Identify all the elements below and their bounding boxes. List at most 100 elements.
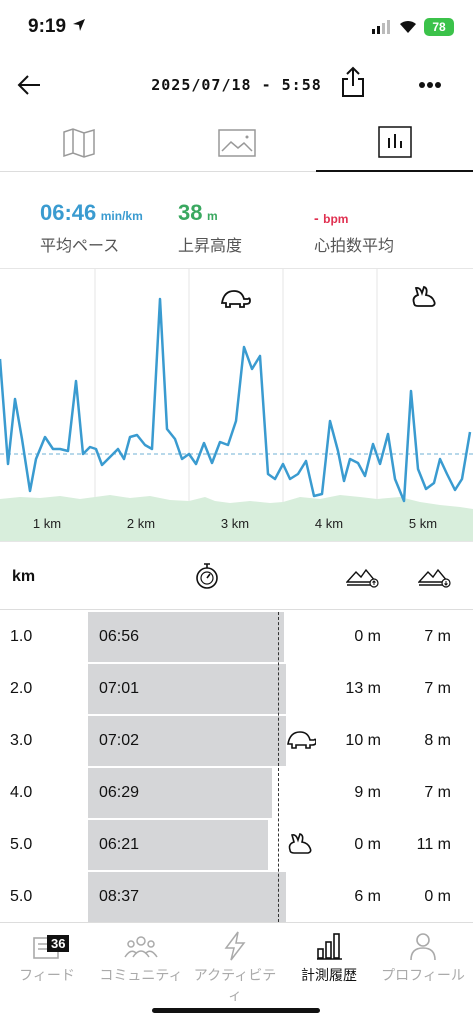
row-pace: 07:02 (99, 732, 140, 749)
pace-bar (88, 612, 284, 662)
nav-feed-label: フィード (19, 967, 75, 983)
location-arrow-icon (72, 18, 86, 37)
row-pace: 06:29 (99, 784, 140, 801)
heart-label: 心拍数平均 (314, 238, 395, 255)
table-row[interactable]: 5.0 08:37 6 m 0 m (0, 872, 473, 922)
row-up: 13 m (345, 680, 381, 697)
share-icon[interactable] (340, 66, 366, 103)
row-up: 6 m (354, 888, 381, 905)
pace-line (0, 297, 472, 503)
bottom-nav: 36 フィード コミュニティ アクティビティ 計測履歴 プロフィール (0, 922, 473, 1024)
pace-bar (88, 664, 286, 714)
status-bar: 9:19 78 (0, 0, 473, 56)
nav-history-label: 計測履歴 (301, 967, 357, 983)
stopwatch-icon (195, 562, 219, 595)
row-km: 1.0 (10, 628, 33, 645)
heart-unit: bpm (323, 212, 349, 226)
feed-badge: 36 (47, 935, 70, 952)
row-down: 7 m (424, 680, 451, 697)
profile-icon (409, 931, 437, 964)
map-icon (62, 127, 96, 164)
row-down: 0 m (424, 888, 451, 905)
splits-header: km (0, 548, 473, 610)
nav-activity-label: アクティビティ (193, 967, 277, 1003)
turtle-icon (220, 290, 251, 308)
view-tabs (0, 118, 473, 172)
battery-level: 78 (424, 18, 454, 36)
stat-elevation: 38 m 上昇高度 (178, 200, 242, 256)
row-km: 3.0 (10, 732, 33, 749)
table-row[interactable]: 5.0 06:21 0 m 11 m (0, 820, 473, 872)
nav-activity[interactable]: アクティビティ (188, 929, 282, 1005)
row-up: 10 m (345, 732, 381, 749)
pace-bar (88, 768, 272, 818)
rabbit-icon (412, 285, 436, 307)
home-indicator (152, 1008, 320, 1013)
row-km: 4.0 (10, 784, 33, 801)
tab-photo[interactable] (158, 118, 315, 172)
row-down: 7 m (424, 628, 451, 645)
km-label: 3 km (221, 516, 249, 531)
summary-stats: 06:46 min/km 平均ペース 38 m 上昇高度 - bpm 心拍数平均 (0, 200, 473, 260)
community-icon (124, 932, 158, 963)
tab-chart[interactable] (316, 118, 473, 172)
km-label: 1 km (33, 516, 61, 531)
pace-bar (88, 716, 286, 766)
header: 2025/07/18 - 5:58 (0, 58, 473, 114)
nav-profile[interactable]: プロフィール (376, 929, 470, 985)
bar-chart-icon (314, 931, 344, 964)
page-title: 2025/07/18 - 5:58 (151, 76, 322, 94)
nav-feed[interactable]: 36 フィード (0, 929, 94, 985)
lightning-icon (223, 931, 247, 964)
tab-map[interactable] (0, 118, 157, 172)
average-pace-marker (278, 612, 279, 922)
km-label: 5 km (409, 516, 437, 531)
table-row[interactable]: 3.0 07:02 10 m 8 m (0, 716, 473, 768)
row-pace: 07:01 (99, 680, 140, 697)
pace-label: 平均ペース (40, 238, 120, 255)
km-label: 2 km (127, 516, 155, 531)
pace-unit: min/km (100, 209, 143, 223)
signal-icon (372, 20, 392, 39)
pace-bar (88, 872, 286, 922)
pace-chart: 1 km 2 km 3 km 4 km 5 km (0, 268, 473, 542)
elevation-label: 上昇高度 (178, 238, 243, 255)
row-pace: 06:56 (99, 628, 140, 645)
row-km: 5.0 (10, 836, 33, 853)
km-label: 4 km (315, 516, 343, 531)
nav-community[interactable]: コミュニティ (94, 929, 188, 985)
nav-history[interactable]: 計測履歴 (282, 929, 376, 985)
row-down: 8 m (424, 732, 451, 749)
image-icon (217, 128, 256, 162)
nav-profile-label: プロフィール (381, 967, 465, 983)
row-up: 0 m (354, 836, 381, 853)
pace-bar (88, 820, 268, 870)
row-up: 0 m (354, 628, 381, 645)
row-up: 9 m (354, 784, 381, 801)
table-row[interactable]: 1.0 06:56 0 m 7 m (0, 612, 473, 664)
elevation-down-icon (417, 566, 452, 593)
row-km: 2.0 (10, 680, 33, 697)
column-km: km (12, 568, 36, 585)
pace-value: 06:46 (40, 200, 97, 225)
row-down: 11 m (416, 836, 451, 853)
stat-pace: 06:46 min/km 平均ペース (40, 200, 143, 256)
table-row[interactable]: 4.0 06:29 9 m 7 m (0, 768, 473, 820)
splits-table: 1.0 06:56 0 m 7 m 2.0 07:01 13 m 7 m 3.0… (0, 612, 473, 922)
back-arrow-icon[interactable] (16, 72, 42, 103)
row-km: 5.0 (10, 888, 33, 905)
pace-chart-svg: 1 km 2 km 3 km 4 km 5 km (0, 269, 473, 541)
heart-value: - (314, 210, 319, 226)
more-icon[interactable] (418, 76, 442, 94)
rabbit-icon (286, 832, 314, 861)
turtle-icon (286, 728, 317, 755)
row-down: 7 m (424, 784, 451, 801)
row-pace: 08:37 (99, 888, 140, 905)
wifi-icon (398, 18, 418, 39)
elevation-up-icon (345, 566, 380, 593)
elevation-value: 38 (178, 200, 203, 225)
row-pace: 06:21 (99, 836, 140, 853)
stat-heart: - bpm 心拍数平均 (314, 200, 394, 256)
table-row[interactable]: 2.0 07:01 13 m 7 m (0, 664, 473, 716)
elevation-unit: m (206, 209, 218, 223)
